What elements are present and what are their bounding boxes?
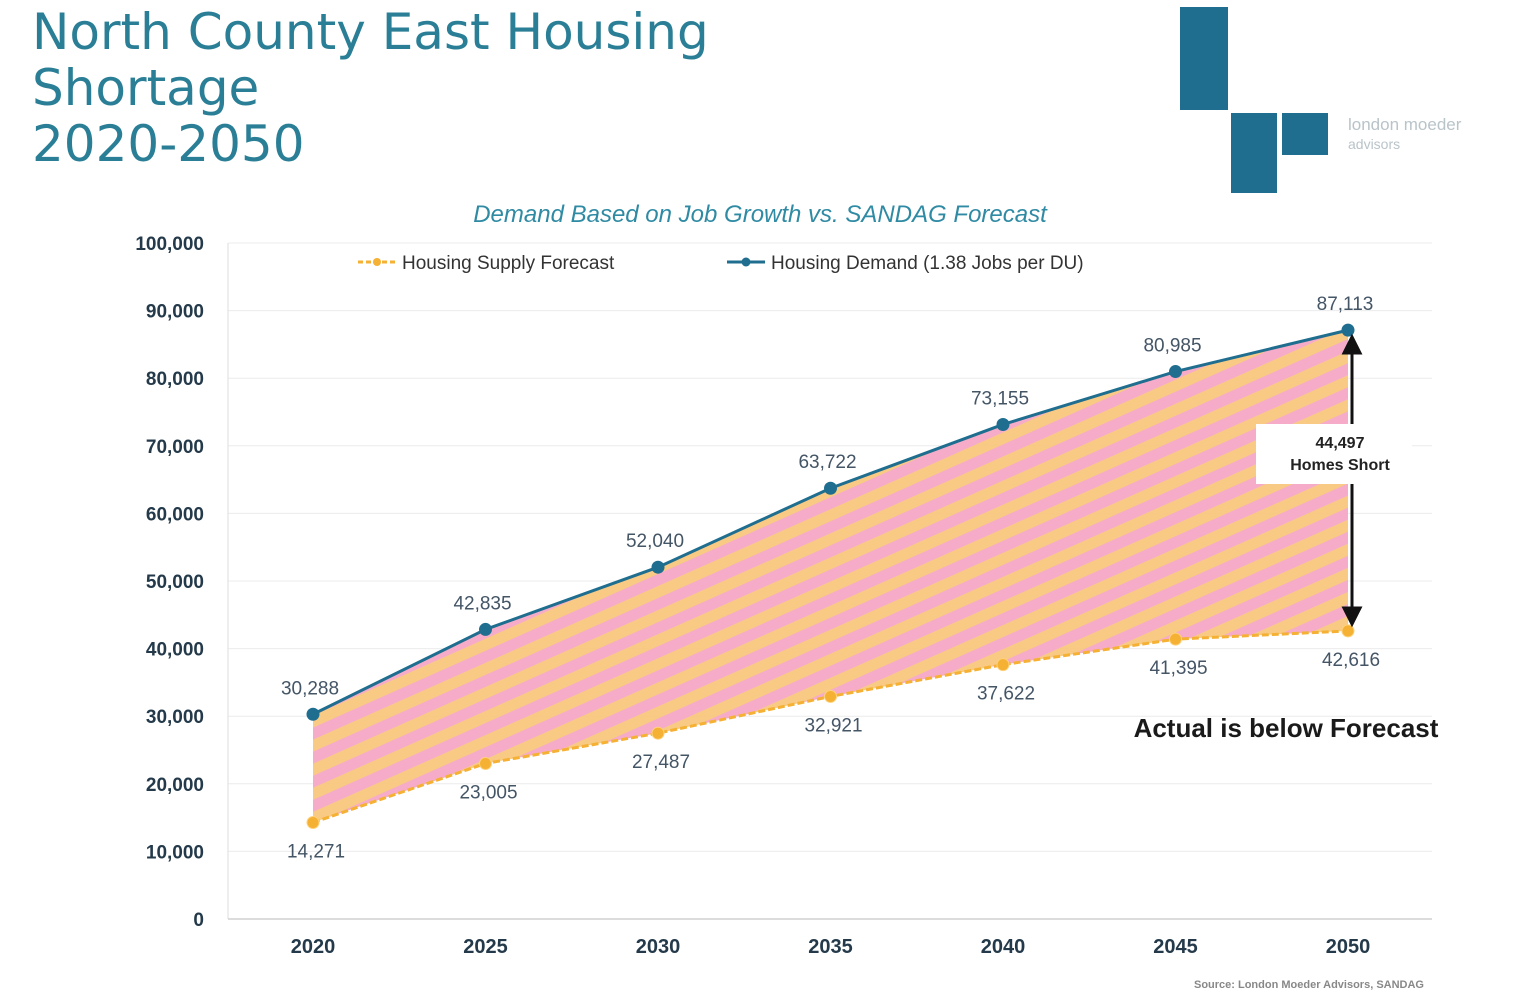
supply-point xyxy=(996,658,1010,672)
supply-data-label: 41,395 xyxy=(1149,658,1207,679)
demand-point xyxy=(306,707,320,721)
gap-callout-box xyxy=(1256,424,1412,484)
gap-callout-value: 44,497 xyxy=(1316,435,1365,452)
slide-title-line-1: North County East Housing xyxy=(32,3,709,61)
x-tick-label: 2025 xyxy=(463,936,508,958)
logo-block-bottom xyxy=(1231,113,1277,193)
demand-data-label: 73,155 xyxy=(971,388,1029,409)
axes xyxy=(227,243,1432,920)
demand-data-label: 63,722 xyxy=(798,452,856,473)
company-logo: london moeder advisors xyxy=(1180,7,1510,197)
demand-point xyxy=(651,560,665,574)
y-tick-label: 90,000 xyxy=(146,302,204,323)
supply-data-label: 14,271 xyxy=(287,842,345,863)
chart-source: Source: London Moeder Advisors, SANDAG xyxy=(1194,979,1424,991)
gap-callout: 44,497 Homes Short xyxy=(1256,424,1412,484)
supply-point xyxy=(1341,624,1355,638)
demand-data-label: 80,985 xyxy=(1143,336,1201,357)
x-tick-label: 2035 xyxy=(808,936,853,958)
logo-block-small xyxy=(1282,113,1328,155)
logo-name-line-1: london moeder xyxy=(1348,115,1462,134)
legend: Housing Supply Forecast Housing Demand (… xyxy=(358,253,1084,274)
y-tick-label: 10,000 xyxy=(146,842,204,863)
legend-item-demand: Housing Demand (1.38 Jobs per DU) xyxy=(727,253,1084,274)
gap-fill xyxy=(313,330,1348,823)
shortage-area xyxy=(313,330,1348,823)
y-tick-label: 70,000 xyxy=(146,437,204,458)
demand-data-label: 30,288 xyxy=(281,678,339,699)
y-tick-label: 60,000 xyxy=(146,504,204,525)
supply-point xyxy=(824,689,837,703)
supply-data-label: 37,622 xyxy=(977,684,1035,705)
x-tick-label: 2030 xyxy=(636,936,681,958)
demand-point xyxy=(1341,323,1355,337)
logo-block-tall xyxy=(1180,7,1228,110)
demand-point xyxy=(1169,365,1182,379)
supply-point xyxy=(1169,632,1182,646)
legend-demand-label: Housing Demand (1.38 Jobs per DU) xyxy=(771,253,1084,274)
chart-title: Demand Based on Job Growth vs. SANDAG Fo… xyxy=(473,201,1048,228)
slide-title-line-2: Shortage xyxy=(32,59,260,117)
slide-title-line-3: 2020-2050 xyxy=(32,115,305,173)
y-tick-label: 20,000 xyxy=(146,775,204,796)
supply-data-label: 27,487 xyxy=(632,752,690,773)
x-tick-label: 2045 xyxy=(1153,936,1198,958)
forecast-note: Actual is below Forecast xyxy=(1134,713,1439,743)
y-tick-label: 0 xyxy=(193,910,204,931)
data-labels: 30,288 42,835 52,040 63,722 73,155 80,985 87,1… xyxy=(281,294,1380,862)
demand-data-label: 42,835 xyxy=(453,593,511,614)
supply-point xyxy=(306,816,320,830)
demand-point xyxy=(479,622,492,636)
supply-point xyxy=(479,756,492,770)
x-tick-label: 2040 xyxy=(981,936,1026,958)
supply-data-label: 23,005 xyxy=(459,782,517,803)
logo-name-line-2: advisors xyxy=(1348,136,1401,152)
legend-demand-marker xyxy=(741,257,751,267)
slide-title: North County East Housing Shortage 2020-… xyxy=(32,4,709,172)
supply-data-label: 42,616 xyxy=(1322,650,1380,671)
x-axis-ticks: 2020 2025 2030 2035 2040 2045 2050 xyxy=(291,936,1371,958)
x-tick-label: 2020 xyxy=(291,936,336,958)
legend-supply-marker xyxy=(373,258,381,266)
y-tick-label: 30,000 xyxy=(146,707,204,728)
gap-callout-text: Homes Short xyxy=(1290,457,1390,474)
y-axis-ticks: 0 10,000 20,000 30,000 40,000 50,000 60,000 70,… xyxy=(135,234,204,931)
legend-supply-label: Housing Supply Forecast xyxy=(402,253,615,274)
logo-wordmark: london moeder advisors xyxy=(1348,115,1461,153)
y-tick-label: 50,000 xyxy=(146,572,204,593)
demand-point xyxy=(996,417,1010,431)
demand-data-label: 52,040 xyxy=(626,531,684,552)
legend-item-supply: Housing Supply Forecast xyxy=(358,253,615,274)
y-tick-label: 80,000 xyxy=(146,369,204,390)
series-lines xyxy=(306,323,1355,830)
x-tick-label: 2050 xyxy=(1326,936,1371,958)
supply-point xyxy=(651,726,665,740)
demand-data-label: 87,113 xyxy=(1317,294,1374,315)
demand-point xyxy=(824,481,837,495)
supply-data-label: 32,921 xyxy=(804,715,862,736)
y-tick-label: 100,000 xyxy=(135,234,204,255)
y-tick-label: 40,000 xyxy=(146,640,204,661)
